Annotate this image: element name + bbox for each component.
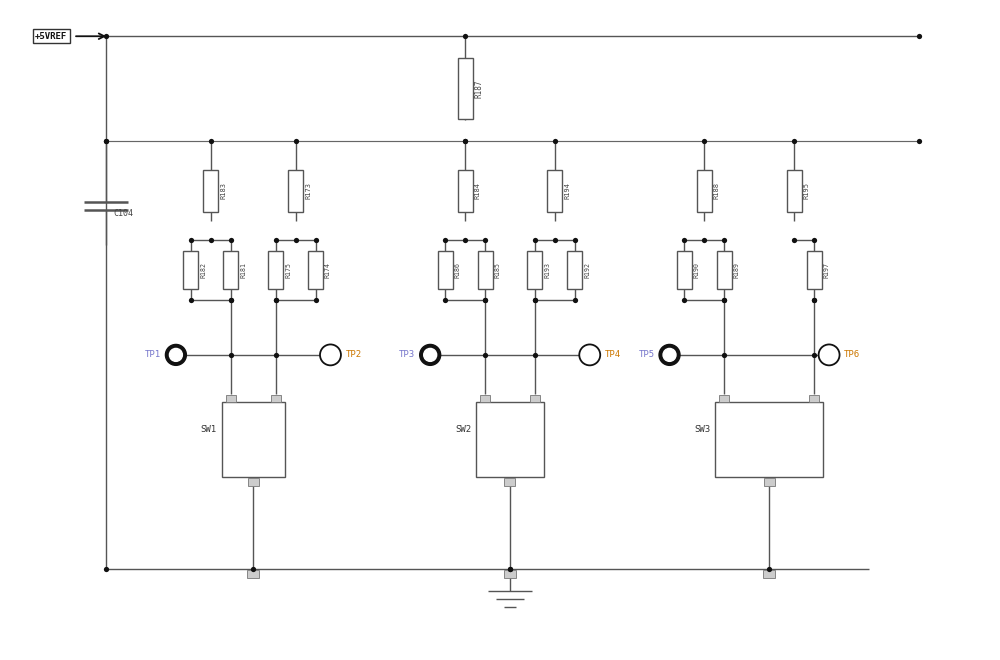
Text: R192: R192 [584,262,590,279]
Text: R187: R187 [475,79,484,98]
Text: TP3: TP3 [399,350,415,360]
Bar [248,478,259,486]
Bar [223,251,238,289]
Text: R175: R175 [285,262,291,279]
Circle shape [424,348,437,362]
Text: R184: R184 [475,182,481,199]
Bar [717,251,732,289]
Circle shape [819,345,840,366]
Text: R182: R182 [200,262,206,279]
Bar [458,170,473,211]
Text: R186: R186 [455,262,461,279]
Bar [697,170,712,211]
Text: R193: R193 [544,262,550,279]
Bar [268,251,283,289]
Bar [271,395,281,402]
Text: SW1: SW1 [201,425,217,434]
Text: TP2: TP2 [345,350,362,360]
Text: R194: R194 [564,182,570,199]
Bar [308,251,323,289]
Bar [458,57,473,119]
Circle shape [320,345,341,366]
Bar [763,570,775,578]
Bar [504,570,516,578]
Bar [764,478,775,486]
Text: SW2: SW2 [455,425,471,434]
Bar [530,395,540,402]
Bar [719,395,729,402]
Circle shape [579,345,600,366]
Bar [226,395,236,402]
Text: R197: R197 [824,262,830,279]
Bar [715,402,823,477]
Text: TP4: TP4 [605,350,621,360]
Text: R173: R173 [305,182,311,199]
Bar [547,170,562,211]
Text: SW3: SW3 [694,425,710,434]
Text: TP5: TP5 [638,350,655,360]
Text: R185: R185 [495,262,501,279]
Bar [247,570,259,578]
Bar [288,170,303,211]
Bar [480,395,490,402]
Bar [183,251,198,289]
Text: R190: R190 [694,262,700,279]
Circle shape [659,345,680,366]
Bar [807,251,822,289]
Text: R181: R181 [240,262,246,279]
Text: R189: R189 [734,262,740,279]
Bar [203,170,218,211]
Circle shape [663,348,676,362]
Bar [504,478,515,486]
Bar [809,395,819,402]
Bar [478,251,493,289]
Circle shape [169,348,182,362]
Text: R183: R183 [220,182,226,199]
Bar [476,402,544,477]
Bar [787,170,802,211]
Circle shape [165,345,186,366]
Bar [222,402,285,477]
Text: +5VREF: +5VREF [35,32,67,41]
Text: R195: R195 [804,182,810,199]
Bar [438,251,453,289]
Bar [527,251,542,289]
Text: R188: R188 [714,182,720,199]
Text: C104: C104 [113,209,133,218]
Text: TP1: TP1 [145,350,161,360]
Bar [567,251,582,289]
Bar [677,251,692,289]
Text: TP6: TP6 [844,350,860,360]
Text: R174: R174 [325,262,331,279]
Circle shape [420,345,441,366]
